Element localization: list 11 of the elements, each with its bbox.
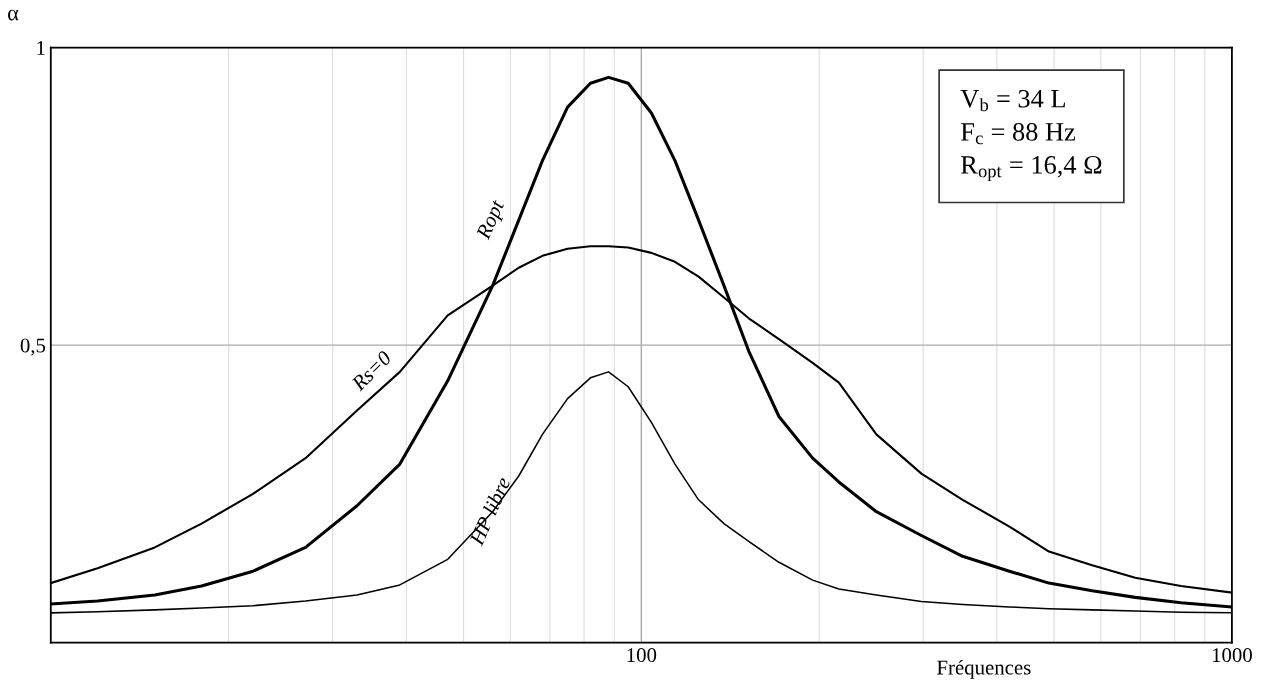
y-tick-label: 0,5 xyxy=(20,338,46,356)
y-axis-title: α xyxy=(8,9,19,21)
annotation: R$_{opt}$ = 16,4 Ω xyxy=(961,156,1102,182)
x-tick-label: 100 xyxy=(627,648,657,663)
y-tick-label: 1 xyxy=(37,41,45,55)
annotation: F$_{c}$ = 88 Hz xyxy=(961,122,1076,145)
text: Ropt xyxy=(475,198,509,243)
x-axis-title: Fréquences xyxy=(937,659,1031,679)
text: HP libre xyxy=(468,475,511,547)
annotation: V$_{b}$ = 34 L xyxy=(960,89,1065,112)
x-tick-label: 1000 xyxy=(1212,648,1252,663)
